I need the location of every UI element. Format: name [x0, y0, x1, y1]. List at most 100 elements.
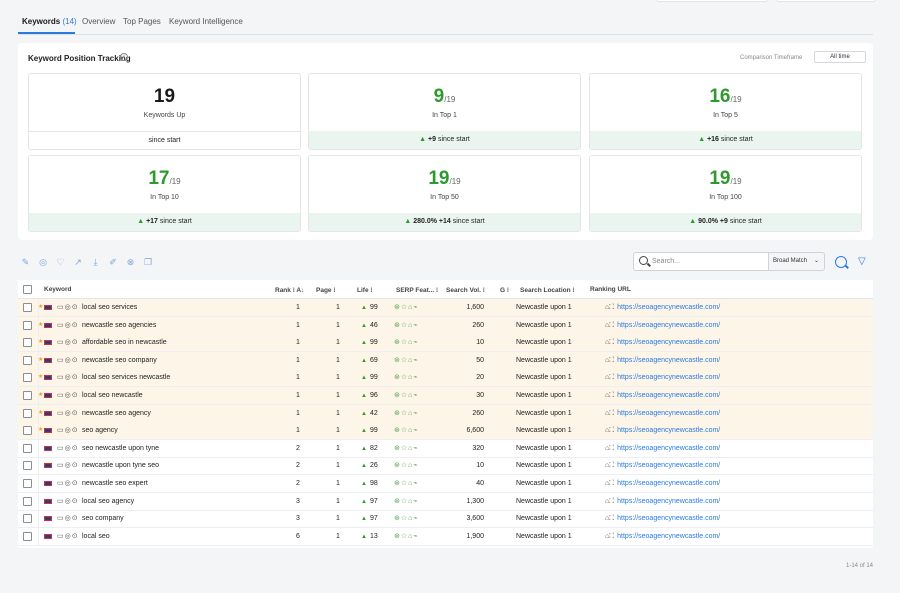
- row-checkbox[interactable]: [23, 479, 32, 488]
- keyword-text[interactable]: newcastle seo agency: [82, 409, 151, 417]
- topbar-control[interactable]: [656, 0, 768, 2]
- header-serp[interactable]: SERP Feat... ⁝: [396, 287, 439, 294]
- table-row[interactable]: ★ ▭◎⊙ local seo services newcastle 1 1 ▲…: [18, 369, 873, 388]
- ranking-url-link[interactable]: ⌂⛶ https://seoagencynewcastle.com/: [605, 462, 721, 470]
- row-checkbox[interactable]: [23, 461, 32, 471]
- table-row[interactable]: ★ ▭◎⊙ seo agency 1 1 ▲ 99 ⊛☆⌂⌁ 6,600 Newc…: [18, 422, 873, 441]
- ranking-url-link[interactable]: ⌂⛶ https://seoagencynewcastle.com/: [605, 374, 721, 382]
- header-page[interactable]: Page ⁝: [316, 287, 336, 294]
- arrow-up-icon: ▲: [361, 463, 367, 470]
- keyword-text[interactable]: affordable seo in newcastle: [82, 339, 167, 347]
- tag-icon[interactable]: ◎: [39, 257, 47, 267]
- search-button-icon[interactable]: [835, 256, 847, 268]
- header-ranking-url[interactable]: Ranking URL: [590, 286, 631, 293]
- lock-expand-icons: ⌂⛶: [605, 339, 615, 347]
- table-row[interactable]: ▭◎⊙ newcastle seo expert 2 1 ▲ 98 ⊛☆⌂⌁ 40…: [18, 475, 873, 493]
- keyword-text[interactable]: newcastle seo company: [82, 356, 157, 364]
- header-life[interactable]: Life ⁝: [357, 287, 373, 294]
- row-checkbox[interactable]: [23, 391, 32, 400]
- search-input[interactable]: Search...: [633, 252, 769, 271]
- keyword-text[interactable]: local seo newcastle: [82, 392, 143, 399]
- search-volume-value: 320: [472, 444, 484, 452]
- ranking-url-link[interactable]: ⌂⛶ https://seoagencynewcastle.com/: [605, 532, 721, 540]
- info-icon[interactable]: i: [120, 53, 128, 61]
- row-checkbox[interactable]: [23, 514, 32, 524]
- header-g[interactable]: G ⁝: [500, 287, 509, 294]
- keyword-text[interactable]: newcastle seo expert: [82, 480, 148, 487]
- topbar-control[interactable]: [776, 0, 876, 2]
- filter-icon[interactable]: ▽: [858, 256, 866, 267]
- arrow-up-icon: ▲: [361, 322, 367, 329]
- row-checkbox[interactable]: [23, 320, 32, 330]
- chart-icon[interactable]: ↗: [74, 257, 82, 267]
- table-row[interactable]: ★ ▭◎⊙ local seo services 1 1 ▲ 99 ⊛☆⌂⌁ 1,…: [18, 299, 873, 317]
- row-checkbox[interactable]: [23, 496, 32, 506]
- keyword-text[interactable]: local seo agency: [82, 497, 135, 505]
- table-row[interactable]: ▭◎⊙ seo newcastle upon tyne 2 1 ▲ 82 ⊛☆⌂⌁…: [18, 439, 873, 458]
- search-location-value: Newcastle upon 1: [516, 409, 572, 417]
- ranking-url-link[interactable]: ⌂⛶ https://seoagencynewcastle.com/: [605, 444, 721, 452]
- match-type-select[interactable]: Broad Match ⌄: [768, 252, 825, 271]
- page-value: 1: [336, 515, 340, 523]
- keyword-text[interactable]: local seo services: [82, 304, 138, 311]
- keyword-text[interactable]: newcastle upon tyne seo: [82, 462, 160, 470]
- table-row[interactable]: ★ ▭◎⊙ affordable seo in newcastle 1 1 ▲ 9…: [18, 334, 873, 353]
- thumbs-up-icon[interactable]: ♡: [56, 257, 65, 267]
- row-checkbox[interactable]: [23, 355, 32, 365]
- edit-icon[interactable]: ✎: [21, 257, 30, 267]
- timeframe-select[interactable]: All time: [814, 51, 866, 63]
- ranking-url-link[interactable]: ⌂⛶ https://seoagencynewcastle.com/: [605, 497, 721, 505]
- table-row[interactable]: ★ ▭◎⊙ newcastle seo company 1 1 ▲ 69 ⊛☆⌂⌁…: [18, 351, 873, 370]
- keyword-text[interactable]: newcastle seo agencies: [82, 321, 157, 329]
- ranking-url-link[interactable]: ⌂⛶ https://seoagencynewcastle.com/: [605, 339, 721, 347]
- tab-top-pages[interactable]: Top Pages: [123, 17, 161, 26]
- header-location[interactable]: Search Location ⁝: [520, 287, 575, 294]
- table-row[interactable]: ★ ▭◎⊙ local seo newcastle 1 1 ▲ 96 ⊛☆⌂⌁ 3…: [18, 387, 873, 405]
- keyword-text[interactable]: seo newcastle upon tyne: [82, 444, 160, 452]
- rank-value: 2: [296, 444, 300, 452]
- table-row[interactable]: ▭◎⊙ local seo agency 3 1 ▲ 97 ⊛☆⌂⌁ 1,300 …: [18, 492, 873, 511]
- header-keyword[interactable]: Keyword: [44, 286, 72, 293]
- column-divider: [38, 492, 39, 510]
- row-checkbox[interactable]: [23, 426, 32, 436]
- ranking-url-link[interactable]: ⌂⛶ https://seoagencynewcastle.com/: [605, 392, 721, 399]
- table-row[interactable]: ▭◎⊙ newcastle upon tyne seo 2 1 ▲ 26 ⊛☆⌂⌁…: [18, 457, 873, 476]
- keyword-text[interactable]: local seo services newcastle: [82, 374, 171, 382]
- ranking-url-link[interactable]: ⌂⛶ https://seoagencynewcastle.com/: [605, 427, 721, 435]
- ranking-url-link[interactable]: ⌂⛶ https://seoagencynewcastle.com/: [605, 515, 721, 523]
- pencil-icon[interactable]: ✐: [109, 257, 117, 267]
- table-row[interactable]: ★ ▭◎⊙ newcastle seo agencies 1 1 ▲ 46 ⊛☆⌂…: [18, 316, 873, 335]
- stat-box: 19/19 In Top 50 ▲ 280.0% +14 since start: [308, 155, 581, 232]
- row-checkbox[interactable]: [23, 303, 32, 312]
- select-all-checkbox[interactable]: [23, 285, 32, 294]
- stat-label: Keywords Up: [143, 112, 186, 119]
- tab-overview[interactable]: Overview: [82, 17, 116, 26]
- header-rank[interactable]: Rank ⁝ A↓: [275, 287, 305, 294]
- row-checkbox[interactable]: [23, 531, 32, 541]
- row-checkbox[interactable]: [23, 338, 32, 348]
- row-checkbox[interactable]: [23, 373, 32, 383]
- header-volume[interactable]: Search Vol. ⁝: [446, 287, 485, 294]
- ranking-url-link[interactable]: ⌂⛶ https://seoagencynewcastle.com/: [605, 356, 721, 364]
- copy-icon[interactable]: ❐: [143, 257, 153, 267]
- keyword-text[interactable]: seo company: [82, 515, 124, 523]
- row-checkbox[interactable]: [23, 443, 32, 453]
- download-icon[interactable]: ⤓: [93, 257, 98, 267]
- ranking-url-link[interactable]: ⌂⛶ https://seoagencynewcastle.com/: [605, 409, 721, 417]
- table-row[interactable]: ★ ▭◎⊙ newcastle seo agency 1 1 ▲ 42 ⊛☆⌂⌁ …: [18, 404, 873, 423]
- life-value: ▲ 26: [361, 462, 378, 470]
- keyword-text[interactable]: local seo: [82, 532, 110, 540]
- table-row[interactable]: ▭◎⊙ seo company 3 1 ▲ 97 ⊛☆⌂⌁ 3,600 Newca…: [18, 510, 873, 529]
- ranking-url-link[interactable]: ⌂⛶ https://seoagencynewcastle.com/: [605, 480, 721, 487]
- tab-keywords[interactable]: Keywords (14): [22, 17, 77, 26]
- arrow-up-icon: ▲: [404, 218, 412, 225]
- row-checkbox[interactable]: [23, 408, 32, 418]
- ranking-url-link[interactable]: ⌂⛶ https://seoagencynewcastle.com/: [605, 304, 721, 311]
- arrow-up-icon: ▲: [361, 498, 367, 505]
- tab-keyword-intelligence[interactable]: Keyword Intelligence: [169, 17, 243, 26]
- trash-icon[interactable]: ⊗: [126, 257, 135, 267]
- lock-expand-icons: ⌂⛶: [605, 392, 615, 399]
- ranking-url-link[interactable]: ⌂⛶ https://seoagencynewcastle.com/: [605, 321, 721, 329]
- table-row[interactable]: ▭◎⊙ local seo 6 1 ▲ 13 ⊛☆⌂⌁ 1,900 Newcast…: [18, 527, 873, 546]
- keyword-text[interactable]: seo agency: [82, 427, 118, 435]
